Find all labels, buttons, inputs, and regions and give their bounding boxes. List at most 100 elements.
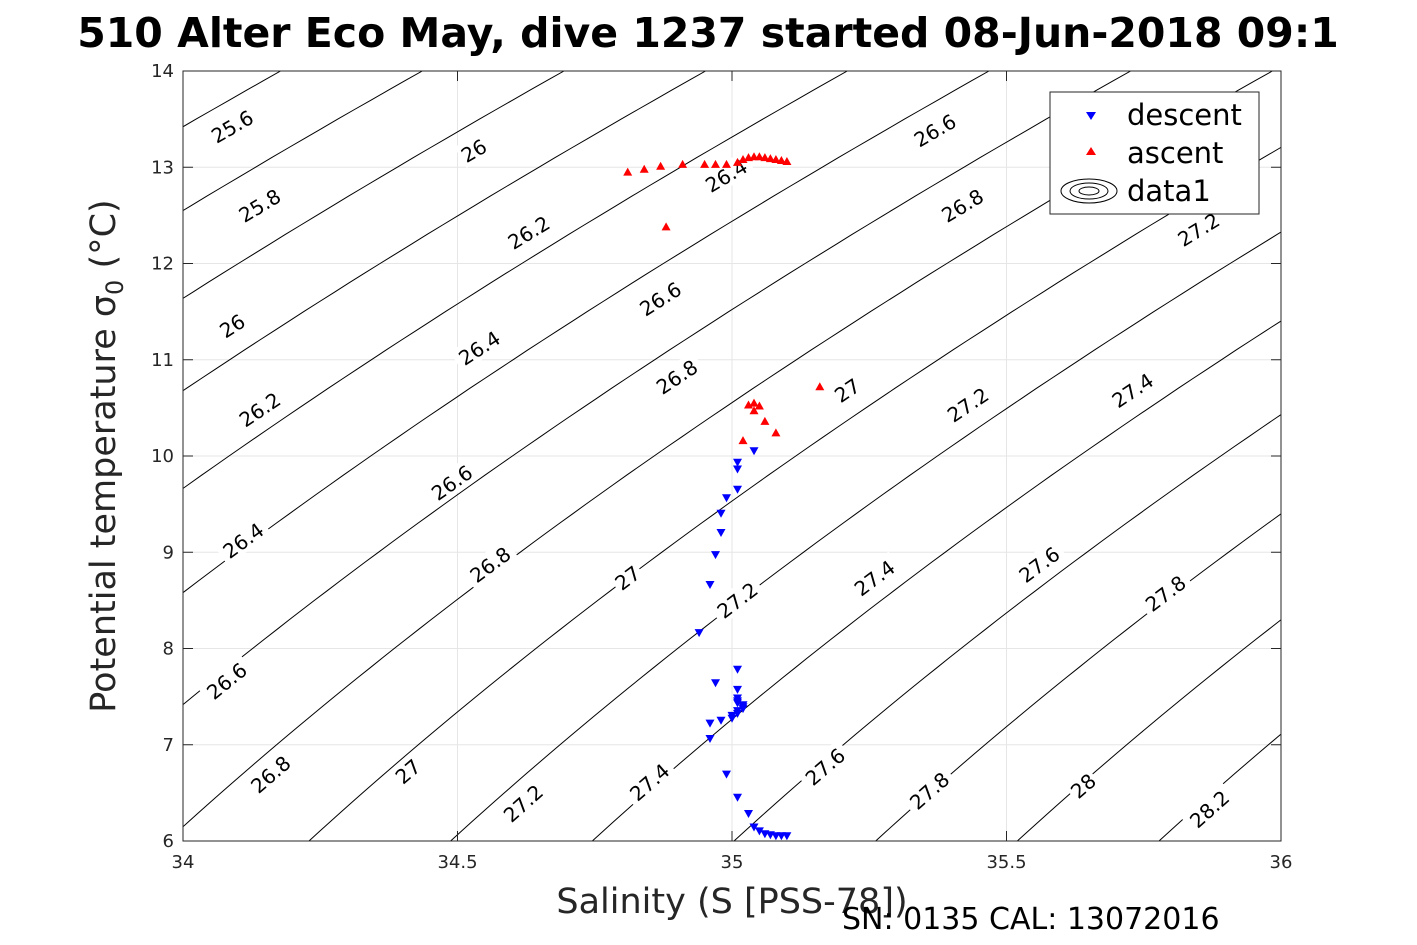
descent-point bbox=[722, 770, 731, 779]
isopycnal-line bbox=[183, 71, 990, 594]
x-tick-label: 36 bbox=[1270, 852, 1293, 873]
y-tick-label: 8 bbox=[163, 639, 174, 660]
contour-label-halo bbox=[422, 456, 481, 508]
contour-label-halo bbox=[241, 747, 299, 801]
descent-point bbox=[733, 665, 742, 674]
isopycnal-line bbox=[183, 71, 848, 490]
contour-label-halo bbox=[388, 752, 427, 790]
ascent-point bbox=[765, 154, 775, 163]
contour-label-group: 27.6 bbox=[796, 739, 853, 793]
contour-label-halo bbox=[202, 102, 262, 150]
contour-label-halo bbox=[1136, 566, 1194, 619]
ascent-point bbox=[678, 159, 688, 168]
contour-label-halo bbox=[460, 538, 519, 590]
legend: descent ascent data1 bbox=[1049, 91, 1260, 215]
descent-point bbox=[694, 629, 704, 638]
isopycnal-line bbox=[183, 71, 706, 392]
y-axis-label-main: Potential temperature σ bbox=[84, 295, 124, 713]
contour-label-halo bbox=[499, 207, 558, 257]
isopycnal-line bbox=[183, 71, 423, 212]
contour-label-halo bbox=[230, 180, 289, 230]
contour-label-halo bbox=[932, 180, 992, 230]
y-axis-label-subscript: 0 bbox=[101, 280, 129, 295]
descent-point bbox=[782, 832, 792, 841]
axes-ticks: 34 34.5 35 35.5 36 6 7 8 9 10 11 12 13 14 bbox=[151, 61, 1292, 873]
y-tick-label: 14 bbox=[151, 61, 174, 82]
y-axis-label: Potential temperature σ0 (°C) bbox=[84, 199, 129, 712]
contour-label-halo bbox=[1009, 538, 1068, 590]
y-tick-label: 10 bbox=[151, 446, 174, 467]
contour-label-halo bbox=[212, 307, 251, 344]
contour-label-halo bbox=[494, 775, 551, 830]
ascent-point bbox=[733, 157, 742, 166]
descent-point bbox=[711, 551, 720, 560]
legend-ascent-marker bbox=[1086, 147, 1096, 155]
contour-label-halo bbox=[449, 322, 509, 373]
contour-label-halo bbox=[1103, 364, 1162, 415]
ascent-point bbox=[782, 157, 792, 165]
contour-label-halo bbox=[827, 371, 866, 409]
x-tick-label: 35.5 bbox=[986, 852, 1026, 873]
x-tick-label: 35 bbox=[721, 852, 744, 873]
contour-label-halo bbox=[1168, 204, 1228, 254]
isopycnal-line bbox=[733, 413, 1281, 841]
ascent-point bbox=[760, 153, 770, 162]
isopycnal-line bbox=[1301, 71, 1417, 841]
contour-label-halo bbox=[454, 132, 493, 168]
descent-point bbox=[744, 810, 753, 818]
contour-label-halo bbox=[708, 573, 766, 626]
contour-label-halo bbox=[607, 558, 647, 597]
contour-label-halo bbox=[900, 763, 958, 818]
descent-point bbox=[705, 581, 715, 589]
ascent-point bbox=[661, 222, 671, 231]
ascent-point bbox=[760, 416, 770, 425]
ascent-point bbox=[623, 167, 633, 176]
descent-point bbox=[722, 494, 731, 503]
contour-label-halo bbox=[696, 150, 756, 200]
descent-point bbox=[716, 529, 726, 537]
ascent-point bbox=[722, 159, 731, 168]
contour-label-halo bbox=[213, 514, 272, 566]
descent-point bbox=[733, 458, 742, 467]
ascent-point bbox=[711, 159, 720, 168]
descent-point bbox=[733, 685, 742, 694]
descent-point bbox=[733, 465, 742, 474]
contour-label-halo bbox=[230, 383, 289, 435]
descent-point bbox=[749, 823, 759, 832]
y-tick-label: 6 bbox=[163, 831, 174, 852]
descent-point bbox=[733, 485, 742, 494]
ascent-point bbox=[749, 398, 759, 407]
isopycnal-line bbox=[875, 513, 1281, 841]
ascent-point bbox=[771, 428, 781, 437]
descent-point bbox=[716, 716, 726, 725]
legend-data1-label: data1 bbox=[1127, 174, 1211, 208]
isopycnal-line bbox=[183, 71, 565, 299]
legend-descent-label: descent bbox=[1127, 98, 1242, 132]
contour-label-halo bbox=[620, 754, 678, 809]
descent-point bbox=[711, 679, 720, 688]
descent-point bbox=[749, 447, 759, 456]
descent-point bbox=[716, 509, 726, 518]
descent-point bbox=[754, 827, 764, 836]
descent-point bbox=[727, 714, 737, 723]
contour-label-halo bbox=[647, 351, 706, 402]
isopycnal-line bbox=[183, 71, 1131, 706]
isopycnal-line bbox=[450, 231, 1281, 841]
ascent-point bbox=[815, 382, 825, 391]
ascent-point bbox=[738, 436, 748, 445]
ascent-point bbox=[754, 152, 764, 161]
descent-point bbox=[705, 735, 715, 743]
y-tick-label: 9 bbox=[163, 542, 174, 563]
x-tick-label: 34 bbox=[172, 852, 195, 873]
x-axis-label: Salinity (S [PSS-78]) bbox=[556, 882, 907, 922]
ascent-point bbox=[771, 155, 781, 163]
contour-label-halo bbox=[796, 739, 853, 793]
y-tick-label: 12 bbox=[151, 254, 174, 275]
contour-label-halo bbox=[197, 654, 255, 707]
ascent-point bbox=[700, 159, 710, 168]
ascent-point bbox=[639, 164, 649, 173]
chart-title: 510 Alter Eco May, dive 1237 started 08-… bbox=[77, 9, 1339, 57]
ascent-point bbox=[776, 156, 786, 164]
data-markers bbox=[623, 152, 825, 841]
